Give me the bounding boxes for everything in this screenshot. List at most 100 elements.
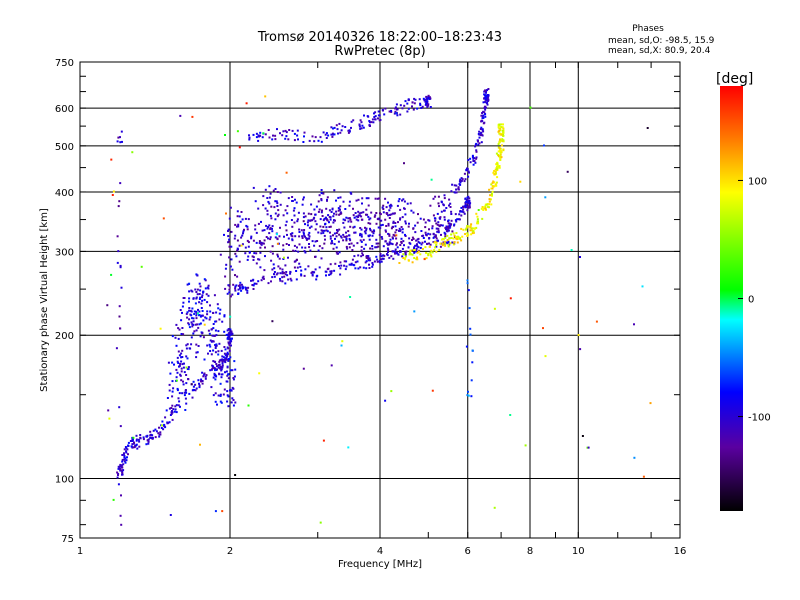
data-point (198, 386, 201, 389)
data-point (145, 435, 148, 438)
data-point (482, 209, 485, 211)
data-point (119, 514, 122, 517)
data-point (484, 115, 487, 118)
data-point (229, 206, 232, 209)
data-point (303, 135, 305, 138)
data-point (437, 221, 440, 224)
data-point (462, 211, 465, 214)
data-point (361, 197, 364, 200)
data-point (225, 263, 228, 266)
data-point (481, 206, 484, 208)
data-point (425, 95, 428, 98)
data-point (419, 253, 422, 256)
data-point (279, 203, 282, 206)
data-point (448, 204, 450, 207)
data-point (447, 222, 450, 225)
data-point (378, 218, 381, 221)
data-point (492, 185, 495, 188)
data-point (245, 288, 248, 291)
data-point (497, 150, 500, 153)
data-point (216, 303, 219, 306)
data-point (454, 219, 457, 222)
data-point (180, 360, 183, 363)
data-point (200, 378, 203, 381)
data-point (496, 162, 499, 165)
data-point (254, 228, 257, 231)
data-point (484, 205, 487, 208)
data-point (178, 400, 181, 403)
data-point (398, 230, 401, 232)
data-point (203, 278, 206, 281)
data-point (465, 200, 468, 203)
data-point (273, 275, 276, 278)
data-point (376, 197, 379, 200)
data-point (215, 363, 218, 365)
data-point (338, 213, 341, 216)
data-point (375, 212, 378, 214)
data-point (119, 468, 122, 471)
data-point (286, 274, 289, 277)
data-point (476, 218, 479, 221)
data-point (466, 196, 469, 199)
data-point (149, 434, 152, 437)
data-point (272, 189, 275, 192)
data-point (177, 397, 180, 400)
data-point (127, 441, 130, 444)
data-point (345, 245, 348, 248)
data-point (236, 210, 239, 213)
data-point (269, 236, 272, 239)
data-point (441, 238, 444, 241)
data-point (416, 256, 418, 259)
data-point (287, 278, 290, 281)
data-point (121, 471, 124, 474)
data-point (488, 200, 491, 203)
data-point (185, 347, 188, 350)
data-point (340, 264, 343, 267)
data-point (485, 91, 487, 94)
data-point (173, 410, 176, 413)
data-point (219, 400, 222, 403)
data-point (422, 218, 425, 221)
data-point (501, 138, 504, 141)
data-point (413, 246, 416, 249)
data-point (151, 436, 154, 439)
data-point (377, 226, 380, 229)
data-point (325, 132, 328, 135)
data-point (318, 266, 321, 269)
data-point (365, 260, 368, 263)
data-point (456, 218, 459, 221)
data-point (188, 309, 191, 312)
data-point (329, 235, 332, 238)
data-point (482, 110, 485, 113)
data-point (362, 254, 364, 257)
data-point (421, 105, 424, 108)
data-point (223, 352, 226, 355)
noise-point (579, 348, 582, 351)
data-point (416, 238, 419, 241)
data-point (467, 390, 469, 393)
data-point (179, 405, 181, 408)
data-point (282, 244, 285, 247)
data-point (237, 293, 240, 295)
y-tick-label: 400 (55, 188, 74, 199)
data-point (168, 407, 171, 410)
data-point (324, 222, 327, 225)
data-point (265, 224, 268, 227)
noise-point (203, 323, 206, 326)
data-point (391, 236, 394, 239)
data-point (499, 138, 501, 141)
data-point (229, 265, 232, 268)
data-point (484, 108, 487, 111)
data-point (337, 252, 339, 255)
data-point (286, 233, 288, 236)
data-point (325, 226, 328, 229)
data-point (331, 132, 334, 135)
y-tick-label: 200 (55, 331, 74, 342)
data-point (198, 384, 201, 387)
noise-point (641, 285, 644, 288)
data-point (303, 234, 306, 237)
data-point (477, 220, 479, 223)
data-point (453, 191, 456, 194)
data-point (467, 206, 470, 209)
data-point (204, 316, 207, 319)
